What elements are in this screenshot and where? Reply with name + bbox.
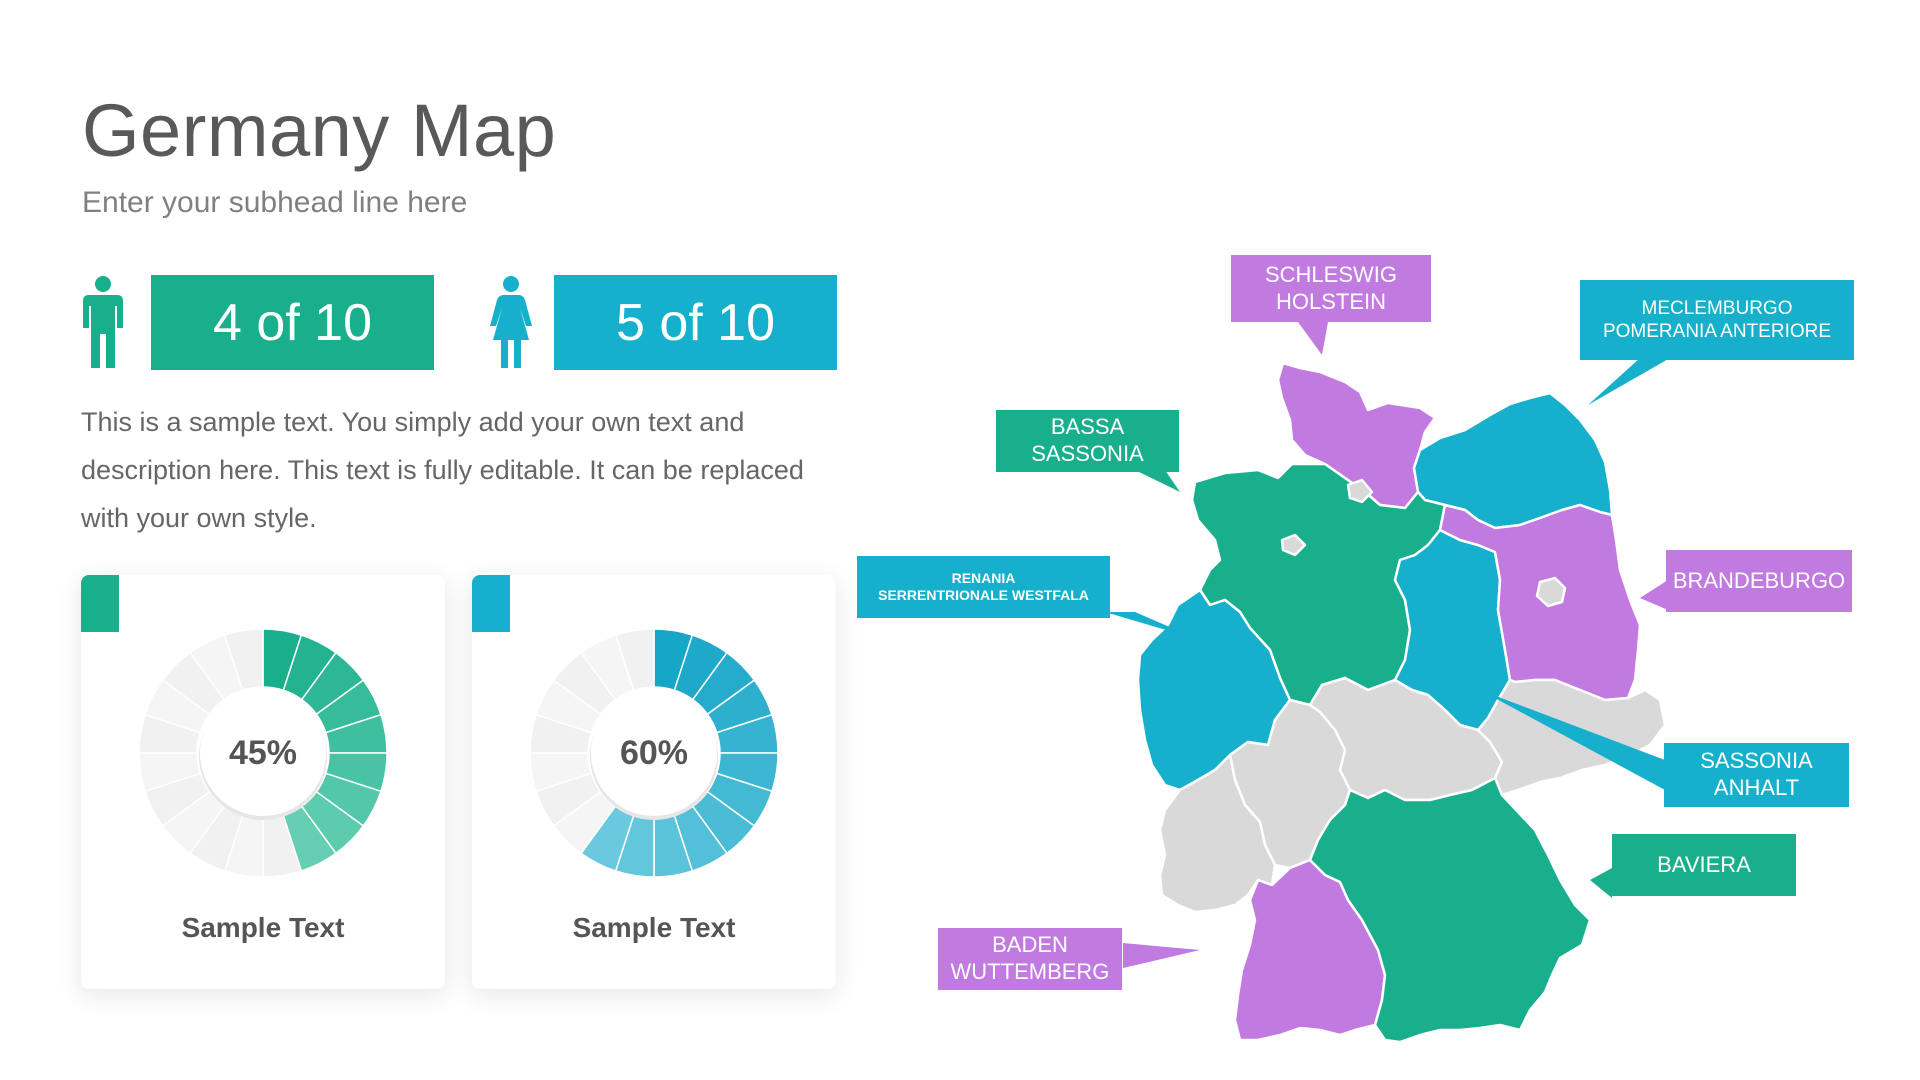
donut-percent-label: 60% [619, 733, 689, 772]
pointer-baden [1123, 943, 1200, 968]
donut-percent-label: 45% [228, 733, 298, 772]
region-rheinland-pfalz[interactable] [1158, 753, 1277, 914]
male-icon [83, 276, 123, 368]
pointer-bassa [1135, 470, 1180, 492]
stat-box-male: 4 of 10 [151, 275, 434, 370]
female-icon [490, 276, 532, 368]
region-bremen[interactable] [1280, 533, 1307, 557]
region-berlin[interactable] [1535, 576, 1567, 608]
card-caption: Sample Text [572, 912, 736, 943]
stat-box-female: 5 of 10 [554, 275, 837, 370]
callout-line: BAVIERA [1657, 851, 1751, 877]
callout-line: HOLSTEIN [1275, 288, 1387, 314]
callout-line: POMERANIA ANTERIORE [1602, 321, 1832, 342]
callout-bassa-sassonia: BASSA SASSONIA [996, 410, 1179, 472]
callout-baviera: BAVIERA [1612, 834, 1796, 896]
pointer-schleswig [1298, 322, 1328, 355]
callout-renania: RENANIA SERRENTRIONALE WESTFALA [857, 556, 1110, 618]
callout-schleswig-holstein: SCHLESWIG HOLSTEIN [1231, 255, 1431, 322]
pointer-baviera [1590, 868, 1612, 898]
callout-brandeburgo: BRANDEBURGO [1666, 550, 1852, 612]
callout-line: BASSA [1050, 414, 1125, 440]
card-accent-tab [472, 575, 510, 632]
donut-segment-empty [614, 628, 655, 692]
region-hamburg[interactable] [1346, 478, 1374, 504]
page-title: Germany Map [82, 89, 557, 172]
callout-meclemburgo: MECLEMBURGO POMERANIA ANTERIORE [1580, 280, 1854, 360]
callout-line: BADEN [992, 932, 1068, 958]
progress-card-1: 45% Sample Text [81, 575, 445, 989]
region-bayern[interactable] [1308, 776, 1592, 1044]
donut-segment-empty [223, 628, 264, 692]
callout-line: RENANIA [951, 569, 1016, 586]
stat-label-male: 4 of 10 [212, 293, 373, 352]
pointer-renania [1105, 612, 1200, 640]
pointer-sassonia [1480, 690, 1665, 790]
donut-chart [529, 628, 779, 878]
pointer-brandeburgo [1640, 580, 1668, 610]
donut-center [200, 690, 326, 816]
card-accent-tab [81, 575, 119, 632]
pointer-meclemburgo [1588, 358, 1670, 405]
card-caption: Sample Text [181, 912, 345, 943]
callout-line: SCHLESWIG [1264, 261, 1398, 287]
donut-chart [138, 628, 388, 878]
body-paragraph: This is a sample text. You simply add yo… [81, 407, 804, 533]
donut-center [591, 690, 717, 816]
callout-line: SASSONIA [1700, 748, 1813, 774]
callout-line: ANHALT [1713, 775, 1800, 800]
callout-line: WUTTEMBERG [950, 959, 1110, 984]
stat-label-female: 5 of 10 [615, 293, 776, 352]
callout-line: SERRENTRIONALE WESTFALA [878, 587, 1089, 603]
page-subtitle: Enter your subhead line here [82, 186, 468, 219]
callout-line: SASSONIA [1031, 441, 1144, 466]
progress-card-2: 60% Sample Text [472, 575, 836, 989]
callout-line: BRANDEBURGO [1672, 567, 1846, 593]
callout-line: MECLEMBURGO [1641, 297, 1793, 319]
callout-sassonia-anhalt: SASSONIA ANHALT [1664, 743, 1849, 807]
callout-baden-wuttemberg: BADEN WUTTEMBERG [938, 928, 1122, 990]
region-brandenburg[interactable] [1438, 503, 1642, 702]
callout-pointers [1105, 322, 1670, 968]
